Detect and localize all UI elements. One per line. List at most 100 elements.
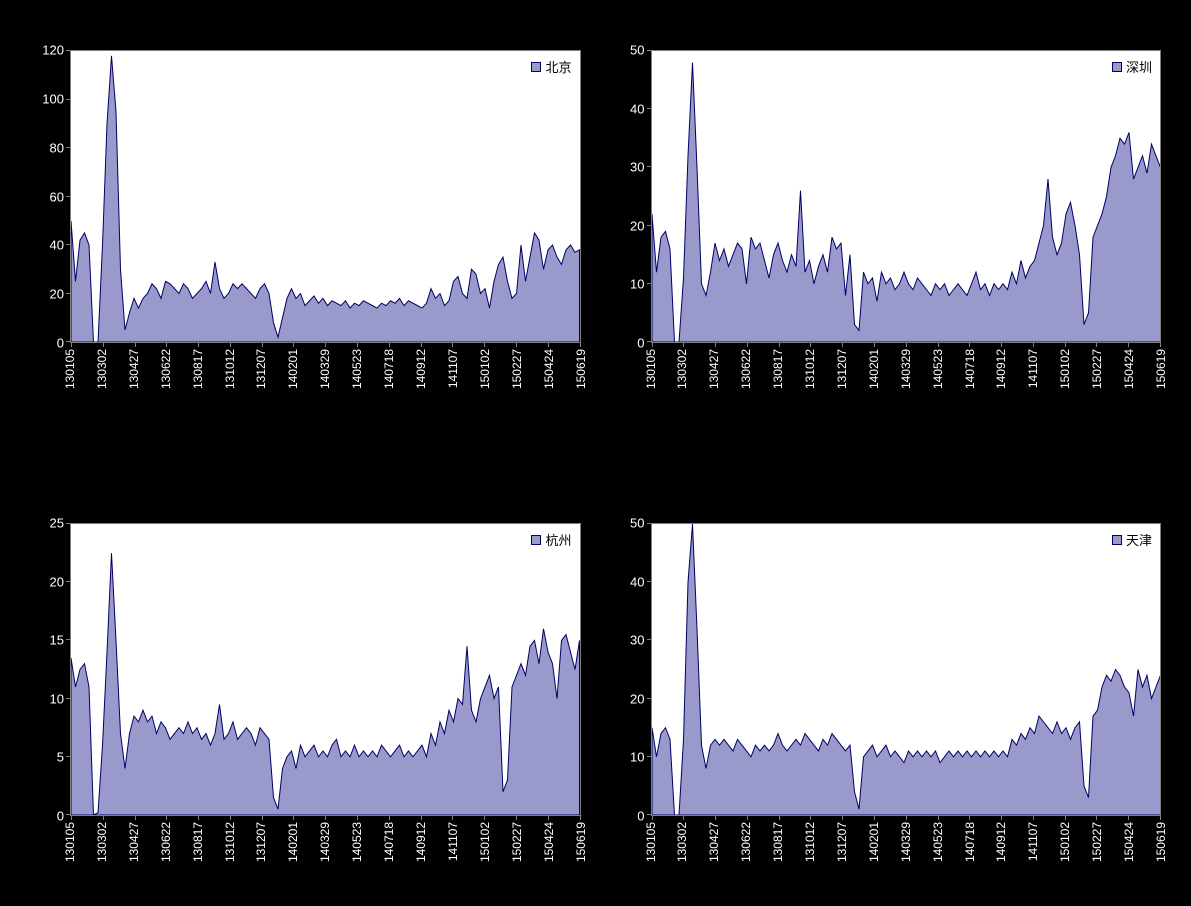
x-tick-label: 141107 [1026, 822, 1040, 861]
x-tick-label: 140523 [931, 349, 945, 389]
x-tick-label: 140912 [994, 822, 1008, 862]
x-tick-label: 130105 [644, 349, 658, 389]
x-tick-label: 150424 [1122, 822, 1136, 862]
plot-area: 杭州 [70, 523, 581, 816]
x-tick-label: 130622 [159, 349, 173, 389]
y-tick-label: 15 [50, 633, 64, 648]
x-tick-label: 141107 [446, 349, 460, 388]
legend-label: 深圳 [1126, 57, 1152, 76]
x-tick-label: 130622 [739, 822, 753, 862]
x-tick-label: 150619 [1154, 822, 1168, 862]
x-tick-label: 131207 [254, 349, 268, 389]
x-tick-label: 130302 [675, 349, 689, 389]
x-tick-label: 130622 [739, 349, 753, 389]
area-path [71, 553, 580, 815]
x-tick-label: 140329 [899, 822, 913, 862]
x-tick-label: 150227 [510, 349, 524, 389]
area-chart-svg [71, 524, 580, 815]
x-tick-label: 150227 [1090, 822, 1104, 862]
y-tick-label: 5 [57, 750, 64, 765]
x-tick-label: 130817 [771, 349, 785, 389]
x-tick-label: 140329 [899, 349, 913, 389]
legend: 北京 [531, 57, 571, 76]
x-tick-label: 150102 [478, 822, 492, 862]
y-axis: 0510152025 [20, 523, 68, 816]
area-path [652, 63, 1161, 342]
legend-label: 天津 [1126, 530, 1152, 549]
y-tick-label: 40 [630, 574, 644, 589]
x-tick-label: 130302 [95, 349, 109, 389]
y-tick-label: 50 [630, 516, 644, 531]
x-tick-label: 150227 [1090, 349, 1104, 389]
legend-label: 杭州 [545, 530, 571, 549]
x-tick-label: 140718 [382, 349, 396, 389]
x-axis: 1301051303021304271306221308171310121312… [651, 345, 1162, 393]
x-tick-label: 140523 [931, 822, 945, 862]
x-tick-label: 131207 [254, 822, 268, 862]
x-tick-label: 130302 [95, 822, 109, 862]
x-tick-label: 140912 [414, 349, 428, 389]
x-tick-label: 150424 [1122, 349, 1136, 389]
x-tick-label: 140523 [350, 349, 364, 389]
legend-swatch [1112, 62, 1122, 72]
y-tick-label: 25 [50, 516, 64, 531]
x-tick-label: 130622 [159, 822, 173, 862]
y-tick-label: 30 [630, 160, 644, 175]
y-tick-label: 40 [50, 238, 64, 253]
x-tick-label: 150619 [574, 822, 588, 862]
x-tick-label: 150619 [1154, 349, 1168, 389]
chart-panel-shenzhen: 01020304050 深圳 1301051303021304271306221… [601, 40, 1172, 393]
y-axis: 01020304050 [601, 50, 649, 343]
x-tick-label: 131012 [803, 349, 817, 389]
x-tick-label: 150227 [510, 822, 524, 862]
x-tick-label: 150424 [542, 822, 556, 862]
x-tick-label: 131207 [835, 822, 849, 862]
area-chart-svg [652, 51, 1161, 342]
x-tick-label: 131012 [223, 349, 237, 389]
x-tick-label: 140718 [963, 822, 977, 862]
area-path [71, 56, 580, 342]
x-tick-label: 131012 [223, 822, 237, 862]
x-tick-label: 150102 [1058, 822, 1072, 862]
chart-panel-tianjin: 01020304050 天津 1301051303021304271306221… [601, 513, 1172, 866]
x-tick-label: 130817 [191, 349, 205, 389]
x-tick-label: 141107 [1026, 349, 1040, 388]
x-axis: 1301051303021304271306221308171310121312… [70, 345, 581, 393]
x-tick-label: 150424 [542, 349, 556, 389]
legend-swatch [531, 535, 541, 545]
x-tick-label: 140912 [994, 349, 1008, 389]
x-tick-label: 130427 [707, 822, 721, 862]
area-chart-svg [652, 524, 1161, 815]
x-tick-label: 130105 [63, 349, 77, 389]
y-tick-label: 120 [42, 43, 64, 58]
x-tick-label: 150102 [478, 349, 492, 389]
x-tick-label: 140201 [286, 822, 300, 862]
y-tick-label: 20 [50, 287, 64, 302]
legend: 杭州 [531, 530, 571, 549]
x-tick-label: 140329 [318, 349, 332, 389]
legend: 深圳 [1112, 57, 1152, 76]
x-tick-label: 140523 [350, 822, 364, 862]
y-tick-label: 80 [50, 140, 64, 155]
y-axis: 01020304050 [601, 523, 649, 816]
x-tick-label: 141107 [446, 822, 460, 861]
x-tick-label: 140329 [318, 822, 332, 862]
y-tick-label: 40 [630, 101, 644, 116]
area-path [652, 524, 1161, 815]
x-tick-label: 140201 [867, 349, 881, 389]
x-axis: 1301051303021304271306221308171310121312… [70, 818, 581, 866]
area-chart-svg [71, 51, 580, 342]
y-tick-label: 30 [630, 633, 644, 648]
plot-area: 天津 [651, 523, 1162, 816]
x-tick-label: 130427 [127, 822, 141, 862]
y-axis: 020406080100120 [20, 50, 68, 343]
charts-grid: 020406080100120 北京 130105130302130427130… [0, 0, 1191, 906]
y-tick-label: 100 [42, 91, 64, 106]
x-tick-label: 150619 [574, 349, 588, 389]
x-tick-label: 140718 [382, 822, 396, 862]
x-tick-label: 130105 [644, 822, 658, 862]
x-tick-label: 130105 [63, 822, 77, 862]
x-tick-label: 140201 [867, 822, 881, 862]
x-tick-label: 130817 [771, 822, 785, 862]
plot-area: 深圳 [651, 50, 1162, 343]
